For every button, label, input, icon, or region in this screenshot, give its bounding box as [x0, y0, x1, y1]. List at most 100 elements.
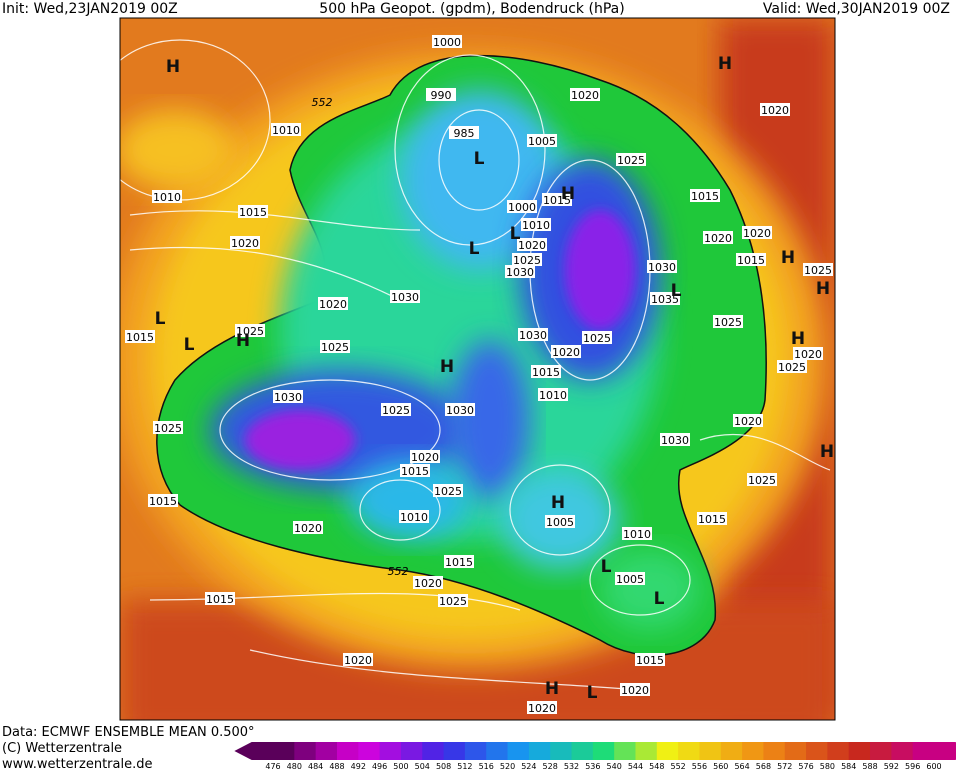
- isobar-label: 1025: [778, 361, 806, 374]
- colorbar-label: 540: [607, 762, 622, 770]
- colorbar-segment: [870, 742, 892, 760]
- isobar-label: 1015: [126, 331, 154, 344]
- isobar-label-box: [400, 464, 430, 477]
- isobar-label-box: [512, 253, 542, 266]
- colorbar-segment: [614, 742, 636, 760]
- isobar-label-box: [444, 555, 474, 568]
- isobar-label-box: [582, 331, 612, 344]
- isobar-label-box: [410, 450, 440, 463]
- isobar-label-box: [445, 403, 475, 416]
- colorbar-segment: [827, 742, 850, 760]
- isobar-label-box: [733, 414, 763, 427]
- isobar-label: 1015: [239, 206, 267, 219]
- isobar-label: 1020: [518, 239, 546, 252]
- pressure-center: H: [781, 248, 795, 268]
- pressure-center: H: [718, 54, 732, 74]
- pressure-center: H: [820, 442, 834, 462]
- colorbar-segment: [763, 742, 786, 760]
- isobar-label: 1025: [714, 316, 742, 329]
- pressure-center: H: [791, 329, 805, 349]
- isobar-label-box: [343, 653, 373, 666]
- isobar-label-box: [742, 226, 772, 239]
- pressure-center: L: [654, 589, 665, 609]
- colorbar-label: 480: [287, 762, 302, 770]
- isobar-label-box: [390, 290, 420, 303]
- colorbar-segment: [699, 742, 722, 760]
- isobar-label-box: [205, 592, 235, 605]
- isobar-label-box: [152, 190, 182, 203]
- colorbar-label: 584: [841, 762, 856, 770]
- init-label: Init: Wed,23JAN2019 00Z: [2, 1, 178, 17]
- isobar-label: 1020: [231, 237, 259, 250]
- pressure-center: L: [587, 683, 598, 703]
- colorbar-segment: [806, 742, 828, 760]
- pressure-center: L: [601, 557, 612, 577]
- pressure-center: H: [816, 279, 830, 299]
- isobar-label: 1015: [691, 190, 719, 203]
- colorbar-label: 548: [649, 762, 664, 770]
- isobar-label: 1000: [433, 36, 461, 49]
- isobar-label: 1025: [382, 404, 410, 417]
- contour-label: 552: [312, 96, 333, 109]
- isobar-label-box: [521, 218, 551, 231]
- isobar-label: 1020: [794, 348, 822, 361]
- colorbar-segment: [486, 742, 509, 760]
- isobar-label: 1020: [704, 232, 732, 245]
- colorbar-label: 516: [479, 762, 494, 770]
- colorbar-segment: [742, 742, 764, 760]
- isobar-label-box: [697, 512, 727, 525]
- isobar-label: 985: [454, 127, 475, 140]
- colorbar-segment: [891, 742, 914, 760]
- isobar-label: 1030: [446, 404, 474, 417]
- website: www.wetterzentrale.de: [2, 757, 152, 770]
- colorbar-label: 536: [585, 762, 600, 770]
- isobar-label: 1025: [154, 422, 182, 435]
- isobar-label-box: [660, 433, 690, 446]
- isobar-label: 1030: [274, 391, 302, 404]
- colorbar-label: 600: [926, 762, 941, 770]
- isobar-label: 1005: [546, 516, 574, 529]
- isobar-label: 1025: [321, 341, 349, 354]
- isobar-label-box: [551, 345, 581, 358]
- isobar-label: 1020: [319, 298, 347, 311]
- isobar-label: 1020: [414, 577, 442, 590]
- colorbar-segment: [720, 742, 743, 760]
- isobar-label: 1005: [528, 135, 556, 148]
- colorbar-label: 520: [500, 762, 515, 770]
- isobar-label-box: [650, 292, 680, 305]
- pressure-center: H: [440, 357, 454, 377]
- isobar-label-box: [747, 473, 777, 486]
- isobar-label: 1020: [411, 451, 439, 464]
- data-source: Data: ECMWF ENSEMBLE MEAN 0.500°: [2, 725, 255, 740]
- colorbar-segment: [912, 742, 935, 760]
- isobar-label: 1010: [400, 511, 428, 524]
- pressure-center: H: [166, 57, 180, 77]
- pressure-center: L: [671, 281, 682, 301]
- colorbar-label: 564: [734, 762, 749, 770]
- isobar-label-box: [803, 263, 833, 276]
- colorbar-label: 488: [329, 762, 344, 770]
- isobar-label: 1020: [743, 227, 771, 240]
- isobar-label-box: [615, 572, 645, 585]
- colorbar-label: 592: [884, 762, 899, 770]
- isobar-label: 1025: [439, 595, 467, 608]
- pressure-center: L: [469, 239, 480, 259]
- isobar-label: 1030: [661, 434, 689, 447]
- colorbar-label: 524: [521, 762, 536, 770]
- isobar-label: 1015: [149, 495, 177, 508]
- isobar-label: 1015: [532, 366, 560, 379]
- colorbar-label: 484: [308, 762, 323, 770]
- colorbar-segment: [294, 742, 317, 760]
- isobar-label-box: [320, 340, 350, 353]
- isobar-label: 1020: [344, 654, 372, 667]
- isobar-label: 1025: [434, 485, 462, 498]
- isobar-label-box: [517, 238, 547, 251]
- isobar-label-box: [399, 510, 429, 523]
- isobar-label-box: [148, 494, 178, 507]
- isobar-label-box: [433, 484, 463, 497]
- isobar-label: 1020: [761, 104, 789, 117]
- colorbar-label: 512: [457, 762, 472, 770]
- colorbar-segment: [336, 742, 359, 760]
- isobar-label: 1000: [508, 201, 536, 214]
- map-labels: 1000990985100510201025101510201010101010…: [125, 35, 834, 715]
